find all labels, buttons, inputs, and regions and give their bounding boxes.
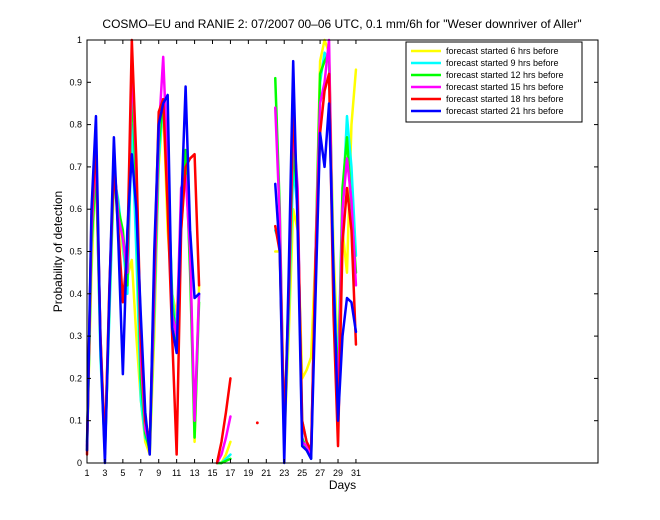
legend-box (405, 41, 583, 123)
x-tick-label: 21 (261, 468, 271, 478)
x-axis-ticks: 1 3 5 7 9 11 13 15 17 19 21 23 25 27 29 31 (84, 40, 361, 478)
y-tick-label: 0.2 (69, 373, 82, 383)
y-tick-label: 0.5 (69, 247, 82, 257)
y-axis-label: Probability of detection (51, 191, 65, 312)
x-tick-label: 1 (84, 468, 89, 478)
series-line-6 (85, 59, 358, 465)
x-tick-label: 29 (333, 468, 343, 478)
y-tick-label: 0.7 (69, 162, 82, 172)
x-tick-label: 31 (351, 468, 361, 478)
x-tick-label: 13 (190, 468, 200, 478)
y-tick-label: 0.1 (69, 416, 82, 426)
series-point-5 (255, 421, 259, 425)
legend-label: forecast started 21 hrs before (446, 106, 564, 116)
legend: forecast started 6 hrs before forecast st… (405, 41, 583, 123)
x-tick-label: 23 (279, 468, 289, 478)
y-tick-label: 0.4 (69, 289, 82, 299)
x-axis-label: Days (329, 478, 356, 492)
x-tick-label: 15 (208, 468, 218, 478)
x-tick-label: 5 (120, 468, 125, 478)
y-tick-label: 1 (77, 35, 82, 45)
x-tick-label: 11 (172, 468, 181, 478)
x-tick-label: 27 (315, 468, 325, 478)
legend-label: forecast started 12 hrs before (446, 70, 564, 80)
y-tick-label: 0.3 (69, 331, 82, 341)
x-tick-label: 7 (138, 468, 143, 478)
x-tick-label: 3 (102, 468, 107, 478)
legend-label: forecast started 6 hrs before (446, 46, 559, 56)
y-axis-ticks: 0 0.1 0.2 0.3 0.4 0.5 0.6 0.7 0.8 0.9 1 (69, 35, 598, 468)
y-tick-label: 0 (77, 458, 82, 468)
legend-label: forecast started 9 hrs before (446, 58, 559, 68)
x-tick-label: 9 (156, 468, 161, 478)
y-tick-label: 0.8 (69, 120, 82, 130)
legend-label: forecast started 18 hrs before (446, 94, 564, 104)
legend-label: forecast started 15 hrs before (446, 82, 564, 92)
x-tick-label: 19 (243, 468, 253, 478)
x-tick-label: 25 (297, 468, 307, 478)
x-tick-label: 17 (225, 468, 235, 478)
chart-title: COSMO–EU and RANIE 2: 07/2007 00–06 UTC,… (102, 17, 581, 31)
y-tick-label: 0.9 (69, 77, 82, 87)
y-tick-label: 0.6 (69, 204, 82, 214)
